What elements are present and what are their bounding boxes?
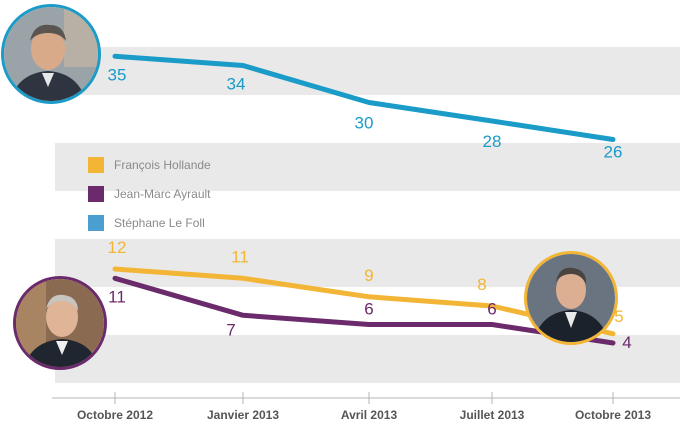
data-label-le-foll: 26 [604, 143, 623, 162]
data-label-le-foll: 28 [483, 132, 502, 151]
legend: François Hollande Jean-Marc Ayrault Stép… [88, 150, 211, 237]
x-tick-label: Janvier 2013 [207, 408, 279, 422]
legend-swatch-le-foll [88, 214, 104, 231]
data-labels: 35 34 30 28 26 12 11 9 8 5 11 7 6 6 4 [108, 65, 632, 352]
data-label-hollande: 12 [108, 238, 127, 257]
x-tick-label: Octobre 2012 [77, 408, 153, 422]
x-tick-label: Octobre 2013 [575, 408, 651, 422]
legend-label: Stéphane Le Foll [114, 215, 205, 230]
series-line-ayrault [112, 275, 616, 346]
data-label-ayrault: 7 [226, 320, 235, 339]
data-label-ayrault: 6 [487, 300, 496, 319]
x-tick-label: Juillet 2013 [460, 408, 525, 422]
legend-label: Jean-Marc Ayrault [114, 186, 211, 201]
data-label-ayrault: 6 [364, 300, 373, 319]
background-band-1 [55, 47, 680, 95]
stephane-le-foll-photo-icon [1, 4, 101, 104]
data-label-hollande: 11 [231, 247, 249, 266]
data-label-le-foll: 34 [227, 75, 246, 94]
background-band-2 [55, 143, 680, 191]
data-label-hollande: 5 [614, 307, 623, 326]
legend-swatch-ayrault [88, 185, 104, 202]
legend-item-jean-marc-ayrault: Jean-Marc Ayrault [88, 179, 211, 208]
x-tick-label: Avril 2013 [341, 408, 398, 422]
data-label-hollande: 8 [477, 275, 486, 294]
francois-hollande-photo-icon [524, 251, 618, 345]
x-axis: Octobre 2012 Janvier 2013 Avril 2013 Juille… [52, 392, 680, 422]
data-label-ayrault: 11 [108, 287, 126, 306]
legend-label: François Hollande [114, 157, 211, 172]
series-line-le-foll [112, 53, 616, 142]
legend-item-stephane-le-foll: Stéphane Le Foll [88, 208, 211, 237]
data-label-le-foll: 30 [355, 114, 374, 133]
data-label-le-foll: 35 [108, 65, 127, 84]
jean-marc-ayrault-photo-icon [13, 276, 107, 370]
legend-swatch-hollande [88, 156, 104, 173]
data-label-hollande: 9 [364, 266, 373, 285]
legend-item-francois-hollande: François Hollande [88, 150, 211, 179]
data-label-ayrault: 4 [622, 333, 631, 352]
